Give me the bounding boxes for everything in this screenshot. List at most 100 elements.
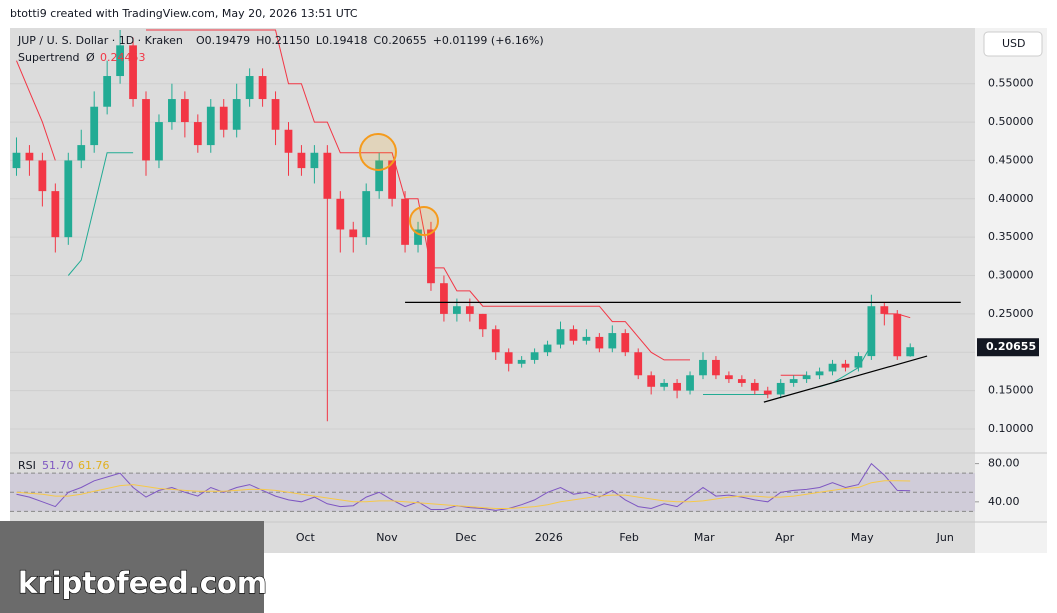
candle-body xyxy=(725,375,733,380)
watermark: kriptofeed.com xyxy=(18,566,267,600)
candle-body xyxy=(582,336,591,341)
candle-body xyxy=(828,363,837,372)
candle-body xyxy=(336,198,345,230)
candle-body xyxy=(647,375,656,387)
candle-body xyxy=(180,99,189,123)
y-tick-label: 80.00 xyxy=(988,457,1020,470)
candle-body xyxy=(142,99,150,161)
candle-body xyxy=(116,45,124,77)
candle-body xyxy=(595,336,604,349)
x-tick-label: Oct xyxy=(296,531,316,544)
candle-body xyxy=(12,152,21,169)
candle-body xyxy=(388,160,396,199)
rsi-line xyxy=(16,480,911,509)
y-tick-label: 0.40000 xyxy=(988,192,1034,205)
highlight-circle xyxy=(409,206,439,236)
candle-body xyxy=(25,152,34,161)
currency-label[interactable]: USD xyxy=(1002,37,1026,50)
candle-body xyxy=(634,352,643,376)
candle-body xyxy=(193,122,202,146)
candle-body xyxy=(440,283,448,314)
ohlc-value: O0.19479 xyxy=(196,34,250,47)
x-tick-label: Apr xyxy=(775,531,795,544)
candle-body xyxy=(750,382,759,391)
x-tick-label: Feb xyxy=(619,531,638,544)
supertrend-upper xyxy=(16,29,911,376)
indicator-setting: Ø xyxy=(86,51,95,64)
y-tick-label: 0.35000 xyxy=(988,230,1034,243)
indicator-name: Supertrend xyxy=(18,51,80,64)
candle-body xyxy=(349,229,358,238)
candle-body xyxy=(880,306,889,314)
candle-body xyxy=(297,152,306,169)
indicator-value: 0.24453 xyxy=(100,51,146,64)
candle-body xyxy=(77,145,86,161)
rsi-ma-value: 61.76 xyxy=(78,459,110,472)
candle-body xyxy=(815,371,824,376)
y-tick-label: 40.00 xyxy=(988,495,1020,508)
candle-body xyxy=(776,382,785,395)
candle-body xyxy=(556,329,565,345)
layer: 0.100000.150000.200000.250000.300000.350… xyxy=(10,29,1039,544)
candle-body xyxy=(906,347,915,357)
ohlc-value: L0.19418 xyxy=(316,34,368,47)
candle-body xyxy=(155,122,163,161)
candle-body xyxy=(543,344,552,353)
candle-body xyxy=(427,229,435,284)
candle-body xyxy=(284,129,293,153)
currency-button[interactable] xyxy=(983,31,1043,57)
ohlc-value: C0.20655 xyxy=(374,34,427,47)
last-price-label: 0.20655 xyxy=(986,340,1036,353)
drawn-line xyxy=(763,355,928,403)
candle-body xyxy=(64,160,73,238)
x-tick-label: Nov xyxy=(376,531,398,544)
candle-body xyxy=(841,363,850,368)
highlight-circle xyxy=(359,133,397,171)
watermark-box xyxy=(0,521,264,613)
rsi-title: RSI xyxy=(18,459,36,472)
candle-body xyxy=(362,191,371,238)
y-tick-label: 0.10000 xyxy=(988,422,1034,435)
y-tick-label: 0.55000 xyxy=(988,77,1034,90)
rsi-band xyxy=(10,473,975,512)
candle-body xyxy=(206,106,215,146)
candle-body xyxy=(699,359,707,376)
candle-body xyxy=(867,306,876,357)
x-tick-label: 2026 xyxy=(535,531,563,544)
change-text: +0.01199 (+6.16%) xyxy=(433,34,544,47)
candle-body xyxy=(38,160,47,192)
candle-body xyxy=(271,99,280,130)
candle-body xyxy=(310,152,319,169)
candle-body xyxy=(854,356,863,368)
candle-body xyxy=(789,379,798,383)
candle-body xyxy=(375,160,384,192)
y-tick-label: 0.45000 xyxy=(988,153,1034,166)
candle-body xyxy=(893,313,902,357)
y-tick-label: 0.25000 xyxy=(988,307,1034,320)
candle-body xyxy=(51,191,60,238)
candle-body xyxy=(401,198,409,245)
candle-body xyxy=(569,329,578,341)
candle-body xyxy=(232,99,241,130)
candle-body xyxy=(414,229,422,245)
candle-body xyxy=(517,359,526,364)
candle-body xyxy=(802,375,811,380)
candle-body xyxy=(103,76,112,107)
candle-body xyxy=(491,329,500,353)
candle-body xyxy=(673,382,681,391)
ohlc-value: H0.21150 xyxy=(256,34,310,47)
candle-body xyxy=(219,106,228,130)
symbol-title: JUP / U. S. Dollar · 1D · Kraken xyxy=(17,34,183,47)
candle-body xyxy=(90,106,99,146)
candle-body xyxy=(465,306,474,314)
y-tick-label: 0.30000 xyxy=(988,269,1034,282)
ohlc-text: O0.19479 H0.21150 L0.19418 C0.20655 +0.01199… xyxy=(196,34,544,47)
candle-body xyxy=(168,99,176,123)
candle-body xyxy=(504,352,513,364)
candle-body xyxy=(258,76,267,100)
candle-body xyxy=(737,379,746,383)
candle-body xyxy=(129,45,137,100)
x-tick-label: Mar xyxy=(694,531,715,544)
